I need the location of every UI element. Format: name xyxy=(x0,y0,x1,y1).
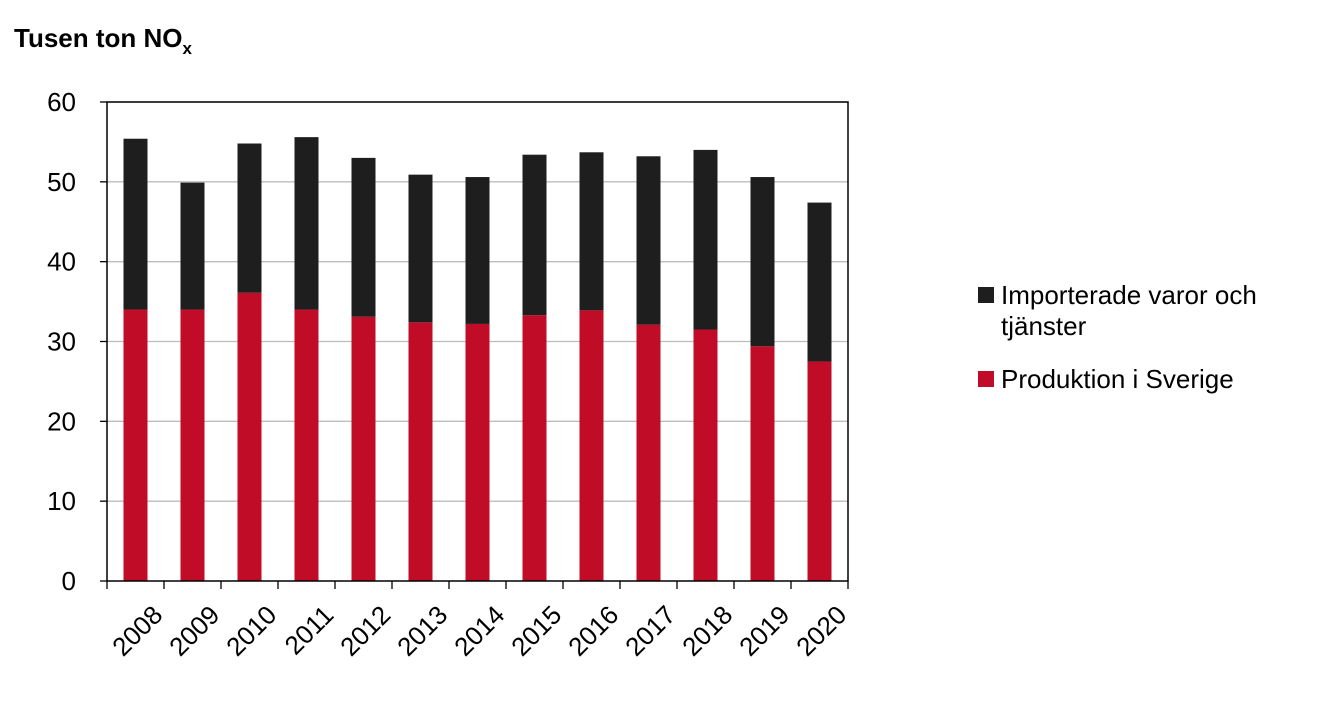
bar-imports-2010 xyxy=(237,143,262,293)
x-tick-label-2016: 2016 xyxy=(562,600,624,662)
y-tick-label-40: 40 xyxy=(47,247,76,277)
x-tick-label-2010: 2010 xyxy=(220,600,282,662)
bar-imports-2015 xyxy=(522,154,547,316)
plot-area-border xyxy=(106,101,849,582)
y-tick-label-10: 10 xyxy=(47,486,76,516)
legend: Importerade varor och tjänster Produktio… xyxy=(978,280,1328,417)
bar-imports-2011 xyxy=(294,137,319,310)
x-tick-label-2019: 2019 xyxy=(733,600,795,662)
x-tick-label-2020: 2020 xyxy=(790,600,852,662)
bar-imports-2020 xyxy=(807,202,832,362)
bars xyxy=(123,137,832,581)
x-tick-label-2009: 2009 xyxy=(163,600,225,662)
title-main: Tusen ton NO xyxy=(14,23,183,53)
legend-swatch-imports xyxy=(978,287,994,303)
bar-imports-2019 xyxy=(750,177,775,347)
bar-imports-2014 xyxy=(465,177,490,324)
x-tick-label-2015: 2015 xyxy=(505,600,567,662)
chart-title: Tusen ton NOx xyxy=(14,23,193,58)
x-tick-label-2017: 2017 xyxy=(619,600,681,662)
y-tick-label-20: 20 xyxy=(47,406,76,436)
x-tick-label-2018: 2018 xyxy=(676,600,738,662)
y-tick-label-50: 50 xyxy=(47,167,76,197)
bar-production-2018 xyxy=(693,329,718,581)
bar-production-2015 xyxy=(522,315,547,581)
bar-production-2012 xyxy=(351,316,376,581)
legend-label-production: Produktion i Sverige xyxy=(1001,364,1234,394)
legend-item-production: Produktion i Sverige xyxy=(978,364,1328,395)
bar-production-2016 xyxy=(579,310,604,581)
x-axis-tick-labels: 2008200920102011201220132014201520162017… xyxy=(106,600,852,662)
y-tick-label-0: 0 xyxy=(62,566,76,596)
y-tick-label-60: 60 xyxy=(47,87,76,117)
bar-production-2020 xyxy=(807,361,832,581)
x-tick-label-2011: 2011 xyxy=(279,600,340,661)
legend-label-imports-line2: tjänster xyxy=(1001,311,1087,341)
legend-item-imports: Importerade varor och tjänster xyxy=(978,280,1328,342)
title-subscript: x xyxy=(183,39,193,58)
x-tick-label-2012: 2012 xyxy=(334,600,396,662)
y-axis-tick-labels: 0 10 20 30 40 50 60 xyxy=(47,87,76,596)
x-tick-label-2013: 2013 xyxy=(391,600,453,662)
bar-imports-2013 xyxy=(408,174,433,323)
bar-production-2017 xyxy=(636,324,661,581)
bar-production-2009 xyxy=(180,309,205,581)
bar-imports-2016 xyxy=(579,152,604,311)
y-tick-label-30: 30 xyxy=(47,327,76,357)
bar-imports-2018 xyxy=(693,149,718,330)
legend-swatch-production xyxy=(978,371,994,387)
bar-imports-2008 xyxy=(123,138,148,310)
bar-production-2010 xyxy=(237,292,262,581)
bar-production-2011 xyxy=(294,309,319,581)
x-tick-label-2014: 2014 xyxy=(448,600,510,662)
bar-production-2013 xyxy=(408,322,433,581)
bar-production-2014 xyxy=(465,323,490,581)
bar-imports-2009 xyxy=(180,182,205,310)
bar-imports-2012 xyxy=(351,157,376,317)
axes xyxy=(100,101,849,589)
bar-production-2008 xyxy=(123,309,148,581)
bar-imports-2017 xyxy=(636,156,661,325)
legend-label-imports-line1: Importerade varor och xyxy=(1001,280,1257,310)
bar-production-2019 xyxy=(750,346,775,581)
x-tick-label-2008: 2008 xyxy=(106,600,168,662)
